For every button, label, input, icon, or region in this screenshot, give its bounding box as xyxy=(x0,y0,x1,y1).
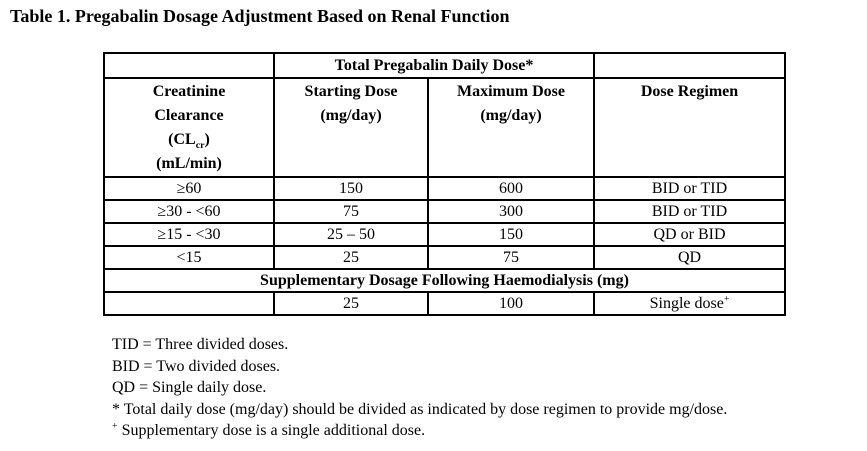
starting-dose-value: 75 xyxy=(273,199,429,224)
creatinine-line3: (CLcr) xyxy=(168,131,210,152)
footnote-qd: QD = Single daily dose. xyxy=(112,379,267,396)
dose-regimen-value: QD xyxy=(593,245,786,270)
dose-regimen-value: BID or TID xyxy=(593,176,786,201)
table-row-clcr-15-30: ≥15 - <30 25 – 50 150 QD or BID xyxy=(103,222,786,247)
footnotes: TID = Three divided doses. BID = Two div… xyxy=(112,334,727,442)
dose-regimen-value: BID or TID xyxy=(593,199,786,224)
span-header-row: Total Pregabalin Daily Dose* xyxy=(103,52,786,79)
clcr-value: ≥30 - <60 xyxy=(103,199,275,224)
maximum-dose-value: 600 xyxy=(427,176,595,201)
clcr-value: <15 xyxy=(103,245,275,270)
starting-dose-value: 25 xyxy=(273,291,429,316)
creatinine-line4: (mL/min) xyxy=(156,155,222,172)
col-header-maximum-dose: Maximum Dose (mg/day) xyxy=(427,77,595,178)
starting-dose-value: 25 – 50 xyxy=(273,222,429,247)
table-row-haemodialysis: 25 100 Single dose+ xyxy=(103,291,786,316)
col-header-starting-dose: Starting Dose (mg/day) xyxy=(273,77,429,178)
maximum-dose-value: 300 xyxy=(427,199,595,224)
creatinine-line1: Creatinine xyxy=(152,83,226,100)
single-dose-superscript: + xyxy=(723,293,730,305)
footnote-bid: BID = Two divided doses. xyxy=(112,357,281,375)
table-caption: Table 1. Pregabalin Dosage Adjustment Ba… xyxy=(10,6,510,26)
dose-regimen-value: QD or BID xyxy=(593,222,786,247)
maximum-dose-value: 100 xyxy=(427,291,595,316)
creatinine-line2: Clearance xyxy=(154,107,224,124)
table-row-clcr-30-60: ≥30 - <60 75 300 BID or TID xyxy=(103,199,786,224)
clcr-empty-cell xyxy=(103,291,275,316)
supplementary-header-cell: Supplementary Dosage Following Haemodial… xyxy=(103,268,786,293)
clcr-value: ≥60 xyxy=(103,176,275,201)
column-header-row: Creatinine Clearance (CLcr) (mL/min) Sta… xyxy=(103,77,786,178)
table-row-clcr-60plus: ≥60 150 600 BID or TID xyxy=(103,176,786,201)
starting-dose-value: 150 xyxy=(273,176,429,201)
maximum-dose-value: 75 xyxy=(427,245,595,270)
corner-empty-cell xyxy=(103,52,275,79)
plus-superscript: + xyxy=(112,420,118,432)
supplementary-header-row: Supplementary Dosage Following Haemodial… xyxy=(103,268,786,293)
footnote-asterisk: * Total daily dose (mg/day) should be di… xyxy=(112,400,728,418)
total-daily-dose-header-cell: Total Pregabalin Daily Dose* xyxy=(273,52,595,79)
clcr-subscript: cr xyxy=(195,140,205,152)
footnote-tid: TID = Three divided doses. xyxy=(112,336,289,353)
right-empty-cell xyxy=(593,52,786,79)
footnote-plus: + Supplementary dose is a single additio… xyxy=(112,420,426,439)
pregabalin-dosage-table: Total Pregabalin Daily Dose* Creatinine … xyxy=(103,52,786,316)
col-header-creatinine-clearance: Creatinine Clearance (CLcr) (mL/min) xyxy=(103,77,275,178)
dose-regimen-value: Single dose+ xyxy=(593,291,786,316)
starting-dose-value: 25 xyxy=(273,245,429,270)
maximum-dose-value: 150 xyxy=(427,222,595,247)
table-row-clcr-under15: <15 25 75 QD xyxy=(103,245,786,270)
col-header-dose-regimen: Dose Regimen xyxy=(593,77,786,178)
clcr-value: ≥15 - <30 xyxy=(103,222,275,247)
